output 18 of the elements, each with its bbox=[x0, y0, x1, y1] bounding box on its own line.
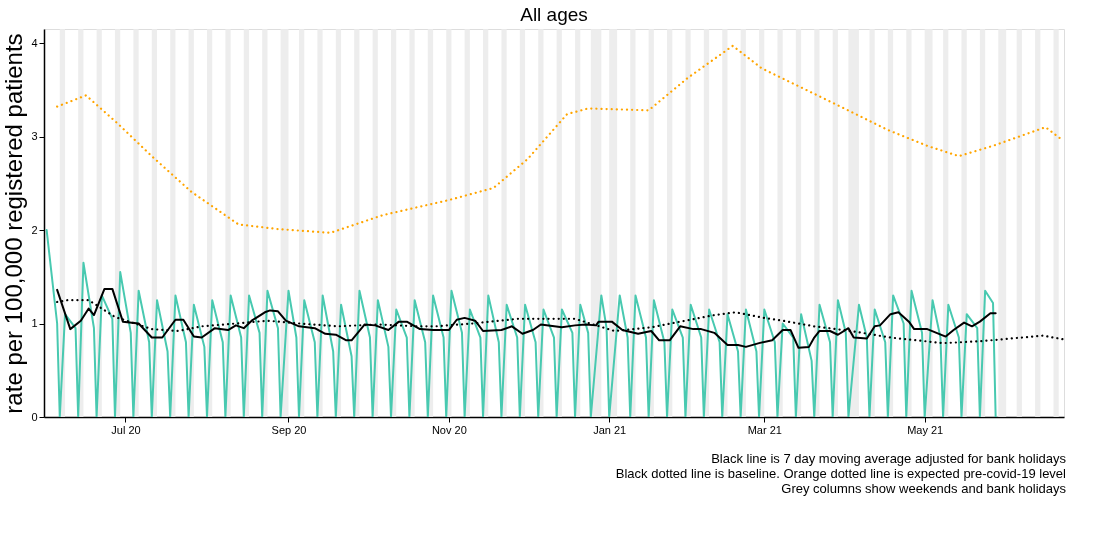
y-tick-label: 1 bbox=[31, 317, 38, 330]
y-tick-label: 0 bbox=[31, 410, 38, 423]
text: Black line is 7 day moving average adjusted for bank holidays bbox=[711, 451, 1067, 466]
x-tick-label: Jan 21 bbox=[593, 423, 627, 436]
line-series bbox=[45, 229, 997, 417]
x-tick-label: Mar 21 bbox=[747, 423, 782, 436]
y-axis-title: rate per 100,000 registered patients bbox=[0, 33, 28, 414]
y-tick-label: 3 bbox=[31, 130, 38, 143]
x-tick-label: May 21 bbox=[907, 423, 944, 436]
x-tick-label: Nov 20 bbox=[431, 423, 467, 436]
text: Grey columns show weekends and bank holidays bbox=[781, 481, 1067, 496]
x-tick-label: Jul 20 bbox=[111, 423, 141, 436]
text: Black dotted line is baseline. Orange dotted line is expected pre-covid-19 level bbox=[615, 466, 1067, 481]
y-tick-label: 2 bbox=[31, 223, 38, 236]
chart-title: All ages bbox=[520, 4, 588, 25]
line-series bbox=[56, 44, 1063, 234]
x-tick-label: Sep 20 bbox=[271, 423, 307, 436]
y-tick-label: 4 bbox=[31, 36, 38, 49]
